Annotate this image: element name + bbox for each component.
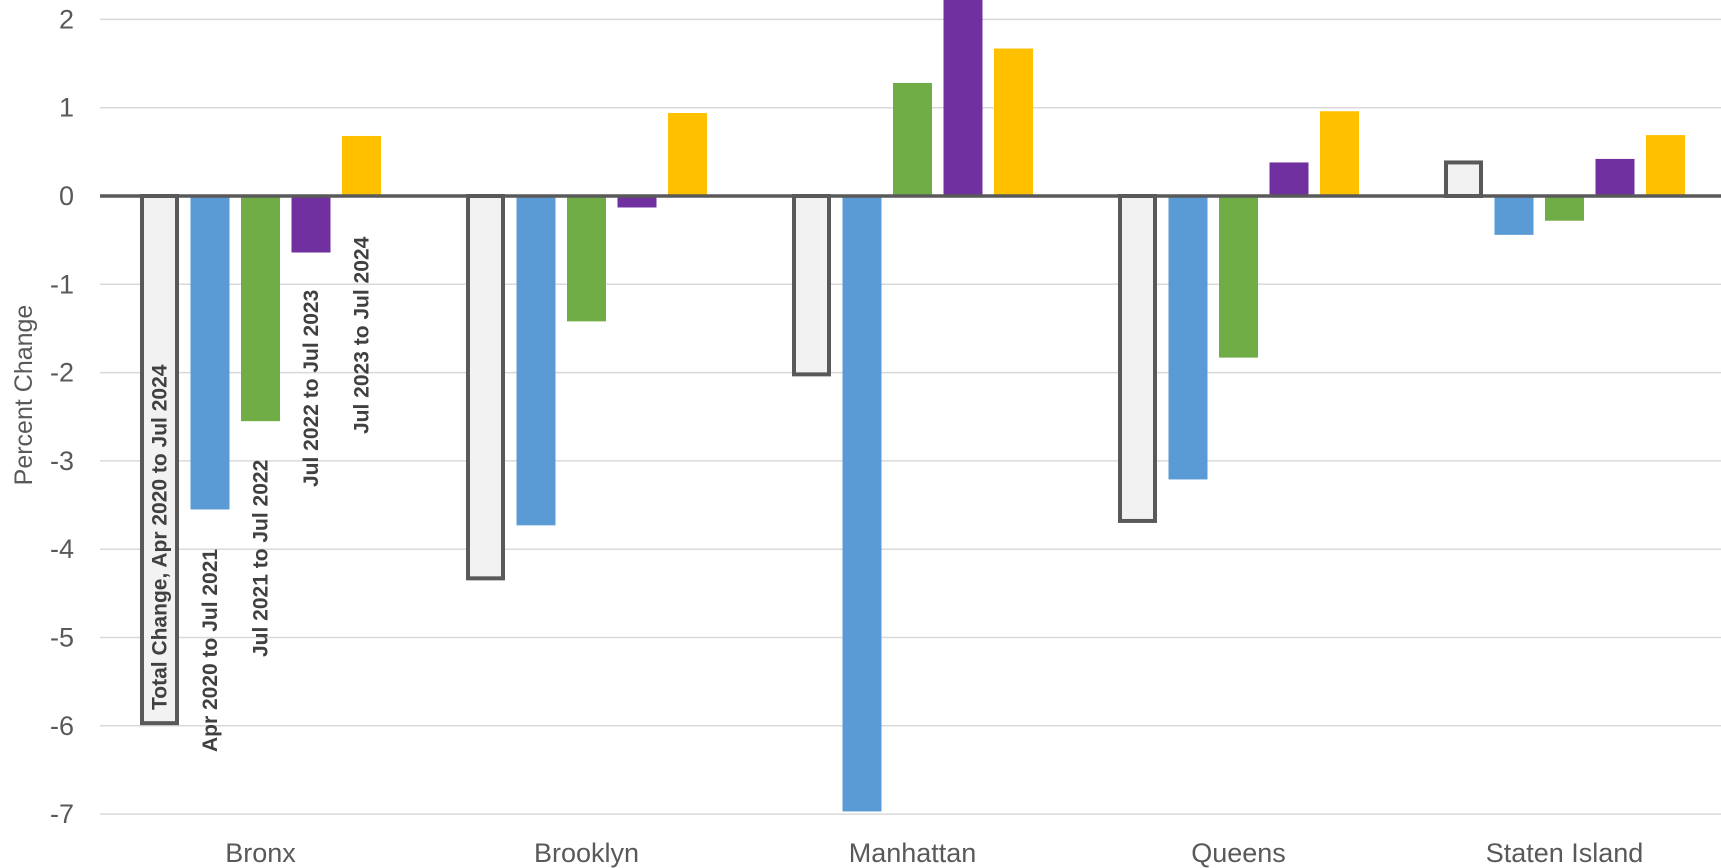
x-axis-category-labels: Bronx Brooklyn Manhattan Queens Staten Islan… (225, 838, 1643, 868)
gridlines (100, 18, 1721, 815)
x-category-label: Queens (1191, 838, 1286, 868)
series-label: Apr 2020 to Jul 2021 (199, 549, 222, 752)
bar-manhattan-series-2 (842, 196, 882, 812)
y-tick-label: -6 (50, 711, 74, 741)
bar-brooklyn-series-2 (516, 196, 556, 526)
y-tick-label: -5 (50, 623, 74, 653)
bar-bronx-series-4 (291, 196, 331, 253)
bar-manhattan-series-3 (893, 82, 932, 196)
series-label: Jul 2022 to Jul 2023 (300, 290, 323, 487)
bar-manhattan-series-4 (943, 0, 983, 196)
bar-bronx-series-5 (342, 135, 381, 196)
bar-manhattan-series-5 (994, 48, 1033, 196)
y-tick-label: -4 (50, 534, 74, 564)
bars (140, 0, 1685, 812)
bar-bronx-series-2 (190, 196, 230, 510)
y-tick-label: -3 (50, 446, 74, 476)
y-tick-label: 0 (59, 181, 74, 211)
y-tick-label: 1 (59, 93, 74, 123)
series-labels: Total Change, Apr 2020 to Jul 2024 Apr 20… (149, 236, 374, 752)
y-tick-label: -2 (50, 358, 74, 388)
bar-brooklyn-series-4 (617, 196, 657, 208)
bar-queens-series-2 (1168, 196, 1208, 480)
x-category-label: Bronx (225, 838, 296, 868)
y-tick-label: -1 (50, 269, 74, 299)
bar-staten-island-series-4 (1595, 158, 1635, 196)
series-label: Jul 2023 to Jul 2024 (351, 236, 374, 434)
bar-brooklyn-series-3 (567, 196, 606, 322)
bar-queens-series-3 (1219, 196, 1258, 358)
bar-brooklyn-series-1 (466, 194, 505, 581)
x-category-label: Brooklyn (534, 838, 639, 868)
bar-staten-island-series-1 (1444, 160, 1483, 198)
series-label: Total Change, Apr 2020 to Jul 2024 (149, 364, 172, 710)
bar-staten-island-series-3 (1545, 196, 1584, 221)
x-category-label: Manhattan (849, 838, 977, 868)
x-category-label: Staten Island (1486, 838, 1644, 868)
y-axis-tick-labels: 2 1 0 -1 -2 -3 -4 -5 -6 -7 (50, 4, 74, 829)
bar-brooklyn-series-5 (668, 112, 707, 196)
bar-staten-island-series-5 (1646, 135, 1685, 196)
bar-queens-series-5 (1320, 111, 1359, 196)
bar-bronx-series-3 (241, 196, 280, 422)
series-label: Jul 2021 to Jul 2022 (250, 460, 273, 657)
bar-staten-island-series-2 (1494, 196, 1534, 235)
y-tick-label: 2 (59, 4, 74, 34)
bar-queens-series-4 (1269, 162, 1309, 196)
y-axis-title: Percent Change (10, 305, 38, 486)
bar-queens-series-1 (1118, 194, 1157, 523)
bar-manhattan-series-1 (792, 194, 831, 377)
y-tick-label: -7 (50, 799, 74, 829)
